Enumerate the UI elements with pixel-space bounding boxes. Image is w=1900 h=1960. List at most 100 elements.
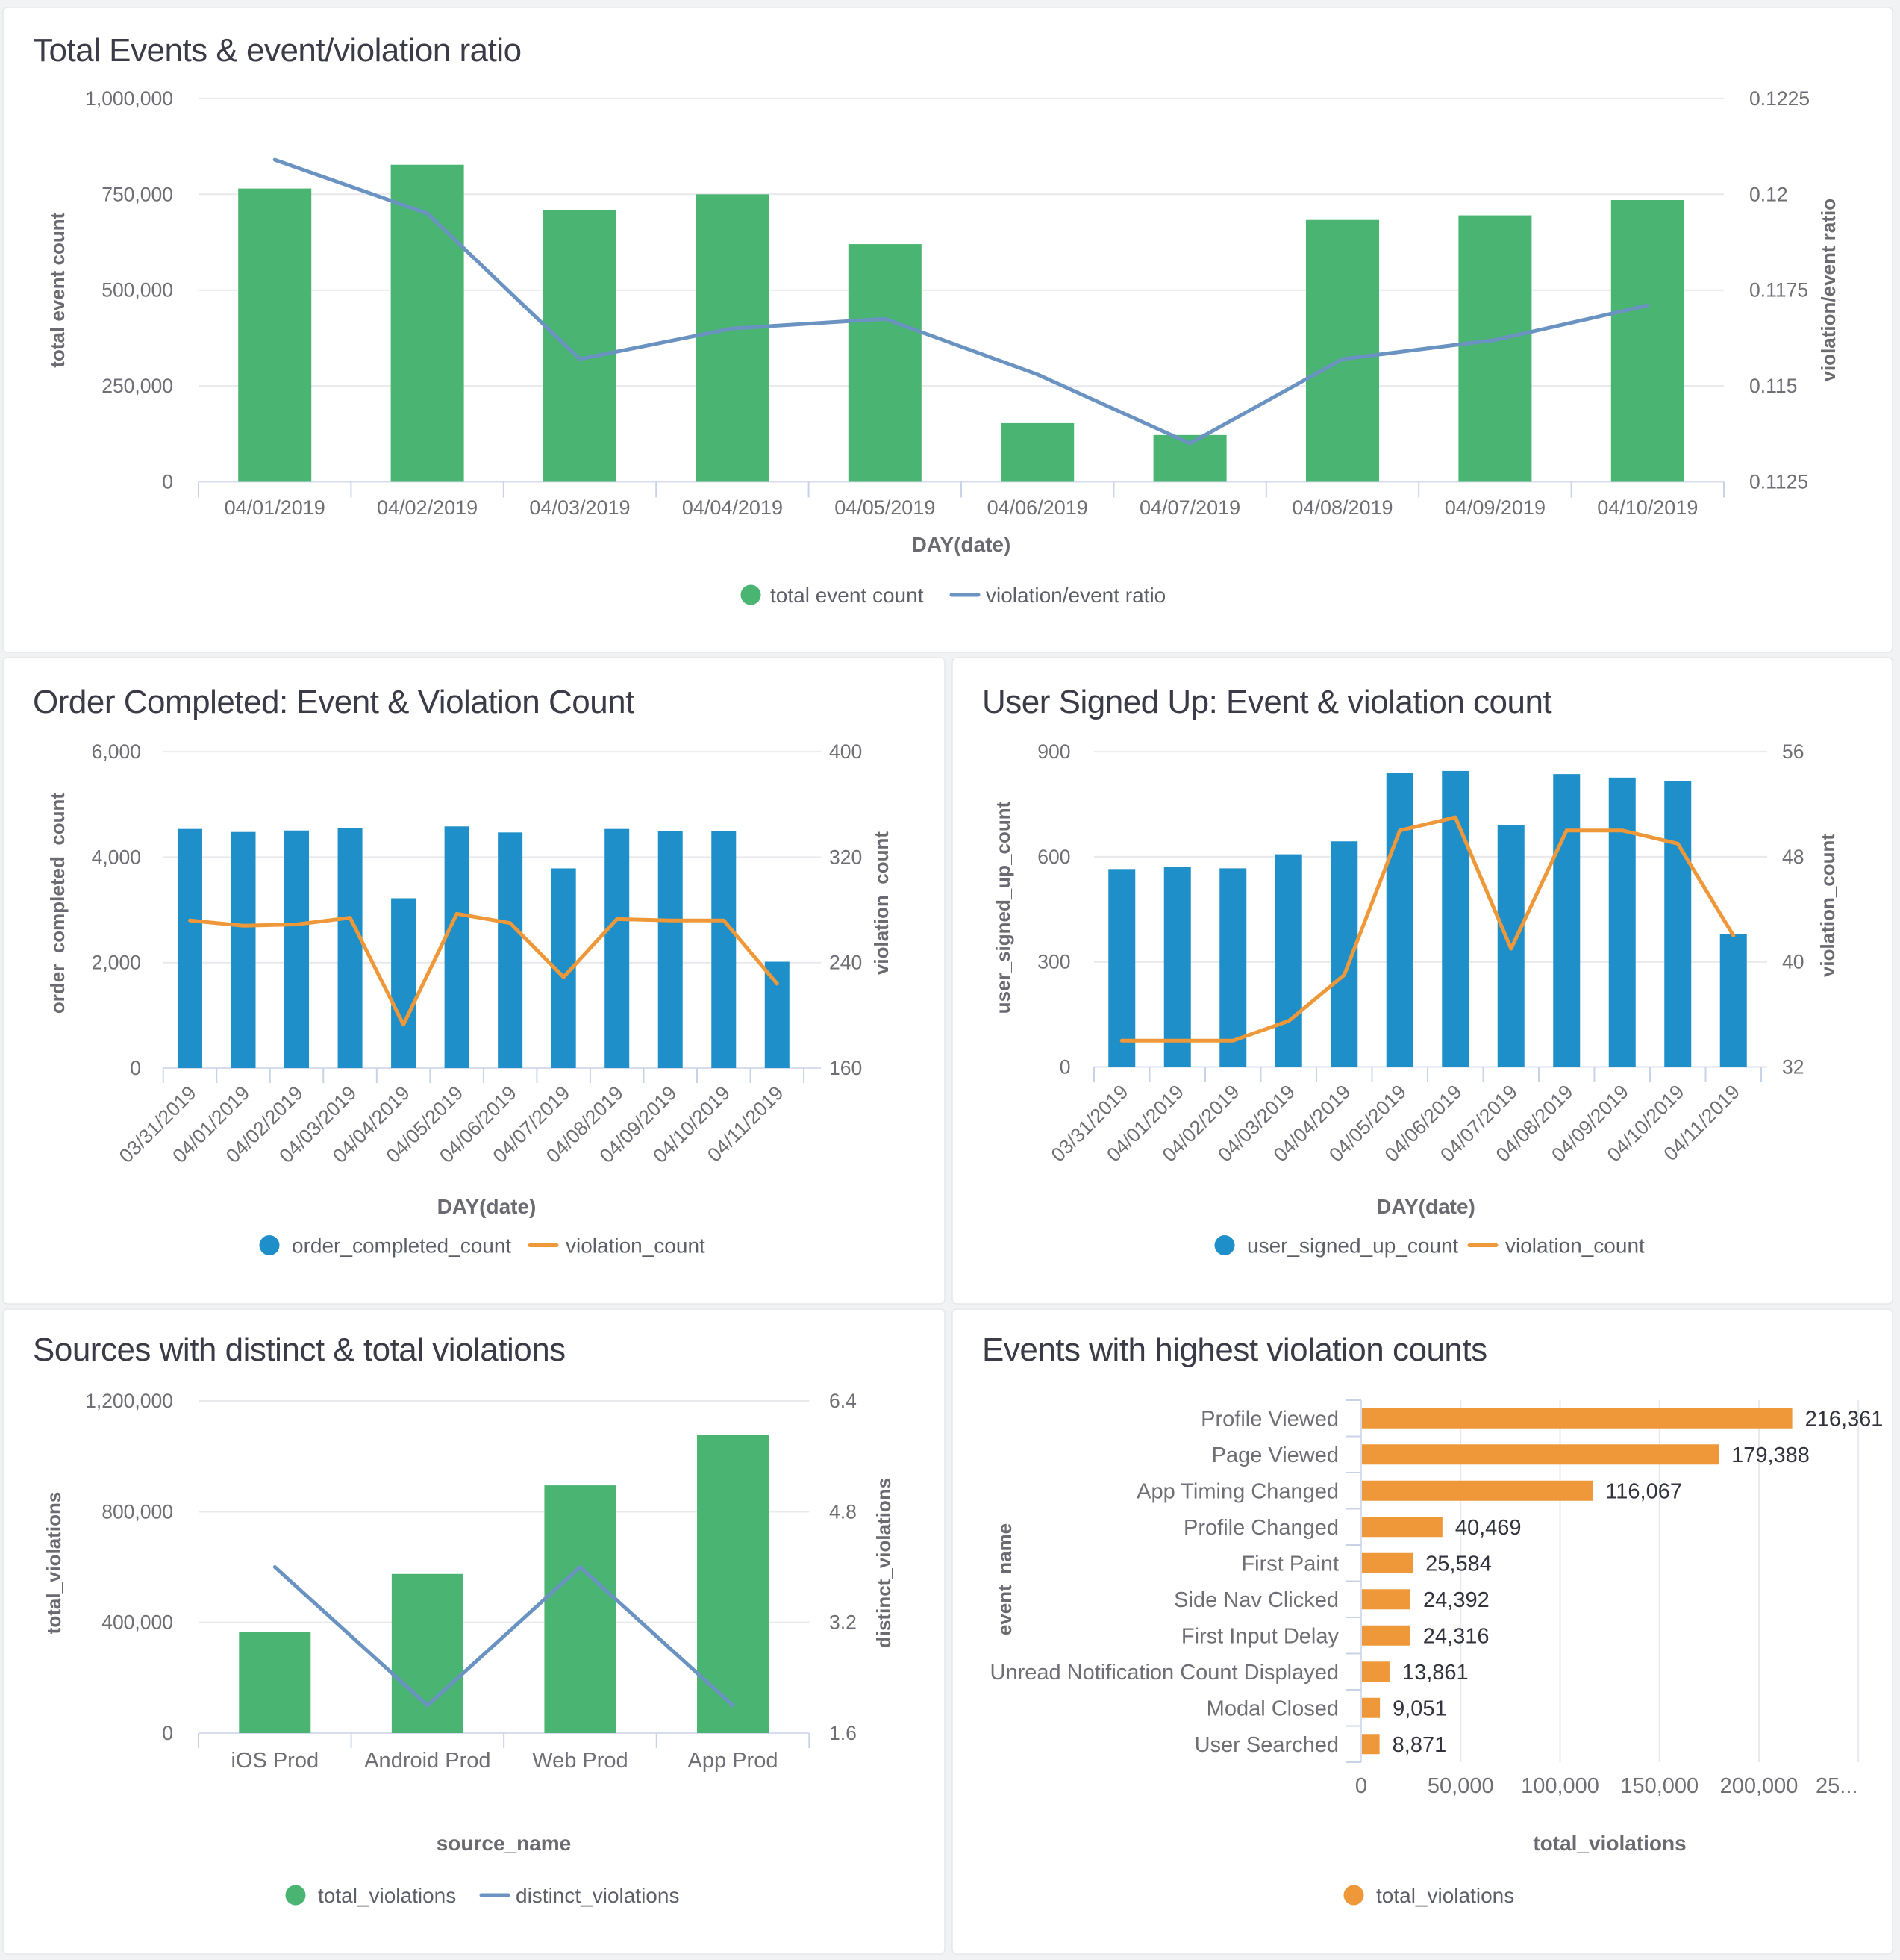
- svg-text:0.12: 0.12: [1749, 183, 1788, 205]
- svg-text:Profile Changed: Profile Changed: [1184, 1516, 1339, 1540]
- svg-text:04/05/2019: 04/05/2019: [834, 496, 935, 519]
- svg-text:216,361: 216,361: [1805, 1407, 1884, 1431]
- svg-text:750,000: 750,000: [101, 183, 173, 205]
- svg-text:user_signed_up_count: user_signed_up_count: [1247, 1235, 1459, 1258]
- svg-text:violation_count: violation_count: [870, 831, 893, 975]
- svg-text:event_name: event_name: [993, 1523, 1016, 1635]
- svg-text:0: 0: [162, 471, 173, 493]
- svg-text:Profile Viewed: Profile Viewed: [1201, 1407, 1339, 1431]
- svg-text:6.4: 6.4: [829, 1390, 857, 1412]
- svg-text:total event count: total event count: [46, 212, 69, 367]
- svg-text:0.115: 0.115: [1749, 375, 1797, 397]
- svg-text:300: 300: [1037, 951, 1070, 973]
- svg-text:User Signed Up: Event & violat: User Signed Up: Event & violation count: [982, 684, 1551, 720]
- svg-text:116,067: 116,067: [1605, 1479, 1682, 1503]
- svg-text:04/07/2019: 04/07/2019: [1140, 496, 1240, 519]
- svg-text:total_violations: total_violations: [43, 1492, 65, 1635]
- svg-text:User Searched: User Searched: [1195, 1733, 1339, 1757]
- svg-text:04/04/2019: 04/04/2019: [682, 496, 783, 519]
- svg-text:First Paint: First Paint: [1241, 1552, 1339, 1576]
- svg-text:320: 320: [829, 846, 862, 868]
- svg-text:DAY(date): DAY(date): [912, 533, 1011, 556]
- svg-text:1,200,000: 1,200,000: [85, 1390, 173, 1412]
- svg-text:24,392: 24,392: [1423, 1588, 1490, 1612]
- svg-text:DAY(date): DAY(date): [1376, 1195, 1475, 1218]
- svg-text:distinct_violations: distinct_violations: [872, 1478, 895, 1648]
- svg-text:0.1125: 0.1125: [1749, 471, 1808, 493]
- svg-text:600: 600: [1037, 846, 1070, 868]
- svg-text:13,861: 13,861: [1402, 1661, 1469, 1685]
- svg-text:50,000: 50,000: [1428, 1774, 1494, 1798]
- svg-text:4.8: 4.8: [829, 1500, 857, 1523]
- svg-text:total event count: total event count: [770, 584, 924, 607]
- svg-text:Side Nav Clicked: Side Nav Clicked: [1174, 1588, 1339, 1612]
- svg-text:179,388: 179,388: [1731, 1444, 1810, 1467]
- svg-text:240: 240: [829, 952, 862, 974]
- svg-text:100,000: 100,000: [1521, 1774, 1599, 1798]
- svg-text:8,871: 8,871: [1393, 1733, 1447, 1757]
- svg-text:400: 400: [829, 740, 862, 763]
- svg-text:04/01/2019: 04/01/2019: [225, 496, 325, 519]
- svg-text:04/09/2019: 04/09/2019: [1445, 496, 1546, 519]
- svg-text:violation_count: violation_count: [566, 1235, 705, 1258]
- svg-text:Page Viewed: Page Viewed: [1212, 1444, 1339, 1467]
- svg-text:violation_count: violation_count: [1816, 834, 1839, 977]
- svg-text:0.1175: 0.1175: [1749, 279, 1808, 302]
- svg-text:04/02/2019: 04/02/2019: [377, 496, 478, 519]
- svg-text:Web Prod: Web Prod: [532, 1749, 628, 1773]
- svg-text:Order Completed: Event & Viola: Order Completed: Event & Violation Count: [33, 684, 634, 720]
- svg-text:25,584: 25,584: [1425, 1552, 1492, 1576]
- svg-text:iOS Prod: iOS Prod: [231, 1749, 319, 1773]
- svg-text:Events with highest violation: Events with highest violation counts: [982, 1332, 1487, 1368]
- svg-text:3.2: 3.2: [829, 1611, 857, 1634]
- svg-text:160: 160: [829, 1057, 862, 1079]
- svg-text:Android Prod: Android Prod: [364, 1749, 490, 1773]
- svg-text:source_name: source_name: [437, 1832, 572, 1855]
- svg-text:total_violations: total_violations: [1376, 1884, 1514, 1907]
- svg-text:9,051: 9,051: [1393, 1697, 1447, 1720]
- svg-text:Sources with distinct & total: Sources with distinct & total violations: [33, 1332, 566, 1368]
- svg-text:04/08/2019: 04/08/2019: [1292, 496, 1393, 519]
- svg-text:0: 0: [1355, 1774, 1367, 1798]
- svg-text:1.6: 1.6: [829, 1722, 857, 1744]
- svg-text:25...: 25...: [1816, 1774, 1857, 1798]
- svg-text:40,469: 40,469: [1455, 1516, 1522, 1540]
- svg-text:violation/event ratio: violation/event ratio: [1817, 199, 1840, 382]
- svg-text:1,000,000: 1,000,000: [85, 87, 173, 110]
- svg-text:0.1225: 0.1225: [1749, 87, 1810, 110]
- svg-text:0: 0: [1060, 1056, 1071, 1079]
- svg-text:0: 0: [162, 1722, 173, 1744]
- svg-text:500,000: 500,000: [101, 279, 173, 302]
- svg-text:user_signed_up_count: user_signed_up_count: [992, 801, 1014, 1014]
- svg-text:4,000: 4,000: [92, 846, 141, 868]
- svg-text:DAY(date): DAY(date): [437, 1195, 537, 1218]
- svg-text:250,000: 250,000: [101, 375, 173, 397]
- svg-text:violation_count: violation_count: [1505, 1235, 1645, 1258]
- svg-text:App Timing Changed: App Timing Changed: [1137, 1479, 1339, 1503]
- svg-text:24,316: 24,316: [1423, 1624, 1490, 1648]
- svg-text:48: 48: [1782, 846, 1804, 868]
- svg-text:400,000: 400,000: [101, 1611, 173, 1634]
- svg-text:Modal Closed: Modal Closed: [1207, 1697, 1339, 1720]
- svg-text:2,000: 2,000: [92, 952, 141, 974]
- svg-text:order_completed_count: order_completed_count: [292, 1235, 511, 1258]
- svg-text:04/10/2019: 04/10/2019: [1597, 496, 1698, 519]
- svg-text:App Prod: App Prod: [688, 1749, 778, 1773]
- svg-text:total_violations: total_violations: [318, 1884, 456, 1907]
- svg-text:0: 0: [130, 1057, 141, 1079]
- svg-text:6,000: 6,000: [92, 740, 141, 763]
- svg-text:200,000: 200,000: [1720, 1774, 1799, 1798]
- svg-text:Total Events & event/violation: Total Events & event/violation ratio: [33, 32, 522, 69]
- svg-text:04/06/2019: 04/06/2019: [987, 496, 1088, 519]
- svg-text:Unread Notification Count Disp: Unread Notification Count Displayed: [990, 1661, 1339, 1685]
- svg-text:order_completed_count: order_completed_count: [46, 793, 69, 1014]
- svg-text:32: 32: [1782, 1056, 1804, 1079]
- svg-text:56: 56: [1782, 740, 1804, 763]
- svg-text:04/03/2019: 04/03/2019: [529, 496, 630, 519]
- svg-text:total_violations: total_violations: [1533, 1832, 1686, 1855]
- svg-text:distinct_violations: distinct_violations: [516, 1884, 679, 1907]
- svg-text:150,000: 150,000: [1620, 1774, 1699, 1798]
- svg-text:900: 900: [1037, 740, 1070, 763]
- svg-text:First Input Delay: First Input Delay: [1181, 1624, 1340, 1648]
- svg-text:40: 40: [1782, 951, 1804, 973]
